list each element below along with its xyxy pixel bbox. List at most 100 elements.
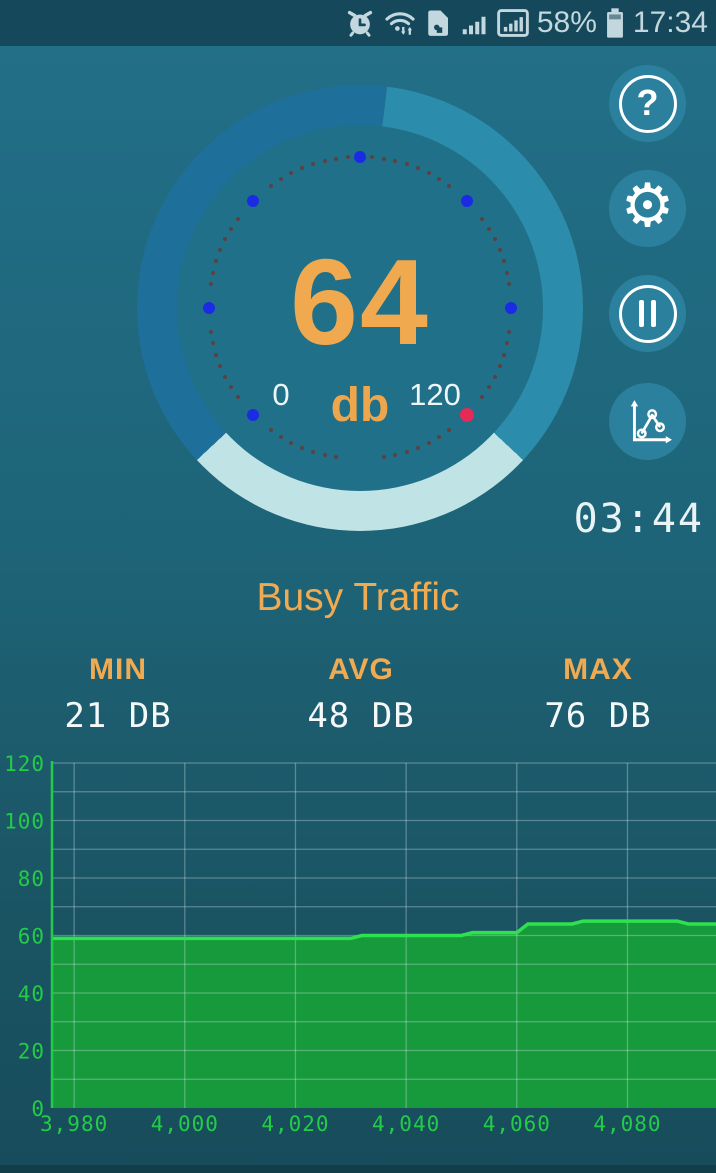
dial-dot	[369, 155, 374, 160]
svg-text:100: 100	[4, 810, 45, 834]
dial-dot	[218, 363, 223, 368]
dial-dot	[229, 227, 234, 232]
dial-dot	[208, 282, 213, 287]
dial-dot	[354, 151, 366, 163]
dial-dot	[507, 282, 512, 287]
pause-icon	[618, 284, 677, 343]
dial-dot	[279, 434, 284, 439]
svg-text:4,040: 4,040	[372, 1112, 440, 1136]
dial-dot	[415, 166, 420, 171]
stat-max-label: MAX	[563, 653, 633, 686]
question-mark-icon: ?	[636, 81, 659, 123]
stat-max: MAX 76 DB	[513, 653, 683, 736]
db-gauge: 64 0 120 db	[137, 85, 583, 531]
dial-dot	[486, 384, 491, 389]
dial-dot	[229, 384, 234, 389]
svg-text:20: 20	[18, 1040, 45, 1064]
dial-dot	[504, 270, 509, 275]
battery-icon	[606, 8, 623, 38]
dial-dot	[203, 302, 215, 314]
dial-dot	[211, 270, 216, 275]
dial-dot	[322, 452, 327, 457]
dial-dot	[218, 248, 223, 253]
dial-dot	[504, 341, 509, 346]
db-trend-chart: 120 100 80 60 40 20 03,980 4,000 4,020 4,040 4,060…	[4, 752, 716, 1136]
dial-dot	[404, 162, 409, 167]
dial-dot	[211, 341, 216, 346]
gauge-db-value: 64	[290, 234, 430, 370]
dial-dot	[311, 449, 316, 454]
dial-dot	[300, 166, 305, 171]
dial-dot	[208, 329, 213, 334]
svg-text:60: 60	[18, 925, 45, 949]
dial-dot	[460, 195, 473, 208]
dial-dot	[459, 407, 474, 422]
dial-dot	[486, 227, 491, 232]
dial-dot	[334, 455, 339, 460]
svg-text:4,000: 4,000	[151, 1112, 219, 1136]
dial-dot	[507, 329, 512, 334]
dial-dot	[311, 162, 316, 167]
signal-strength-icon	[462, 16, 486, 35]
dial-dot	[289, 440, 294, 445]
gauge-range-min: 0	[272, 377, 290, 412]
noise-condition-label: Busy Traffic	[256, 576, 460, 619]
gauge-unit-label: db	[330, 379, 390, 432]
elapsed-timer: 03:44	[573, 496, 704, 542]
dial-dot	[492, 374, 497, 379]
svg-text:120: 120	[4, 752, 45, 776]
dial-dot	[393, 159, 398, 164]
stat-min: MIN 21 DB	[33, 653, 203, 736]
status-bar: 58% 17:34	[0, 0, 716, 46]
dial-dot	[426, 171, 431, 176]
svg-text:0: 0	[31, 1097, 45, 1121]
dial-dot	[505, 302, 517, 314]
dial-dot	[235, 217, 240, 222]
help-button[interactable]: ?	[609, 65, 686, 142]
dial-dot	[415, 445, 420, 450]
dial-dot	[446, 183, 451, 188]
dial-dot	[436, 434, 441, 439]
dial-dot	[269, 428, 274, 433]
history-chart-button[interactable]	[609, 383, 686, 460]
dial-dot	[480, 394, 485, 399]
stat-avg-label: AVG	[328, 653, 394, 686]
dial-dot	[381, 455, 386, 460]
line-chart-icon	[630, 399, 672, 443]
dial-dot	[404, 449, 409, 454]
dial-dot	[492, 237, 497, 242]
dial-dot	[381, 156, 386, 161]
status-time: 17:34	[632, 6, 708, 39]
bottom-edge	[0, 1165, 716, 1173]
svg-text:4,020: 4,020	[261, 1112, 329, 1136]
stat-min-value: 21 DB	[64, 696, 172, 736]
dial-dot	[446, 428, 451, 433]
dial-dot	[269, 183, 274, 188]
dial-dot	[247, 195, 260, 208]
wifi-icon	[385, 12, 415, 35]
dial-dot	[497, 248, 502, 253]
pause-button[interactable]	[609, 275, 686, 352]
dial-dot	[279, 177, 284, 182]
dial-dot	[501, 259, 506, 264]
dial-dot	[393, 452, 398, 457]
dial-dot	[497, 363, 502, 368]
svg-text:4,060: 4,060	[483, 1112, 551, 1136]
settings-button[interactable]: ⚙	[609, 170, 686, 247]
help-circle: ?	[618, 74, 677, 133]
gauge-ring-inner	[177, 125, 543, 491]
battery-percent: 58%	[536, 6, 597, 39]
dial-dot	[480, 217, 485, 222]
dial-dot	[289, 171, 294, 176]
dial-dot	[322, 159, 327, 164]
dial-dot	[223, 237, 228, 242]
dial-dot	[346, 155, 351, 160]
sim-card-icon	[428, 10, 448, 36]
dial-dot	[235, 394, 240, 399]
dial-dot	[426, 440, 431, 445]
dial-dot	[334, 156, 339, 161]
network-signal-icon	[497, 9, 529, 37]
alarm-icon	[347, 10, 373, 37]
stat-max-value: 76 DB	[544, 696, 652, 736]
